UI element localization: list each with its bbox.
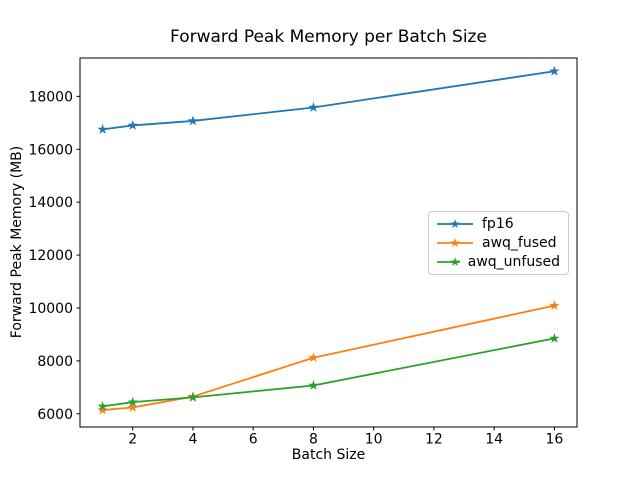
legend-label: awq_fused bbox=[482, 235, 557, 251]
marker-star-awq_unfused bbox=[127, 396, 138, 407]
marker-star-fp16 bbox=[97, 123, 108, 134]
y-tick-label: 10000 bbox=[28, 301, 73, 317]
marker-star-awq_fused bbox=[308, 352, 319, 363]
legend-line-star-swatch bbox=[437, 219, 473, 229]
y-tick-label: 14000 bbox=[28, 195, 73, 211]
legend-swatch-star bbox=[450, 256, 460, 266]
x-tick-label: 4 bbox=[188, 432, 197, 448]
axes-spines bbox=[79, 57, 578, 428]
x-tick-label: 14 bbox=[485, 432, 503, 448]
chart-title: Forward Peak Memory per Batch Size bbox=[170, 27, 487, 47]
legend-item-fp16: fp16 bbox=[436, 215, 560, 234]
x-tick-label: 8 bbox=[309, 432, 318, 448]
marker-star-awq_fused bbox=[97, 404, 108, 415]
legend-item-awq-fused: awq_fused bbox=[436, 234, 560, 253]
y-tick-label: 12000 bbox=[28, 248, 73, 264]
y-tick-label: 6000 bbox=[37, 407, 73, 423]
x-tick-label: 2 bbox=[128, 432, 137, 448]
x-tick-label: 6 bbox=[249, 432, 258, 448]
legend-swatch-star bbox=[450, 219, 460, 229]
legend-label: fp16 bbox=[482, 216, 514, 233]
marker-star-awq_unfused bbox=[308, 379, 319, 390]
plot-line-awq_fused bbox=[101, 304, 556, 411]
marker-star-awq_unfused bbox=[97, 400, 108, 411]
plot-line-fp16 bbox=[101, 70, 556, 131]
marker-star-fp16 bbox=[187, 115, 199, 126]
x-tick-label: 16 bbox=[545, 432, 563, 448]
legend-swatch-star bbox=[450, 238, 460, 248]
y-tick-label: 16000 bbox=[28, 142, 73, 158]
y-tick-label: 8000 bbox=[37, 354, 73, 370]
x-tick-label: 12 bbox=[425, 432, 443, 448]
marker-star-awq_fused bbox=[127, 401, 138, 412]
marker-star-fp16 bbox=[308, 101, 319, 112]
marker-star-awq_unfused bbox=[187, 391, 199, 402]
x-axis-label: Batch Size bbox=[291, 447, 366, 463]
legend-line-star-swatch bbox=[437, 238, 473, 248]
legend: fp16 awq_fused awq_unfused bbox=[428, 211, 569, 275]
marker-star-awq_unfused bbox=[549, 332, 560, 343]
plot-line-awq_unfused bbox=[101, 337, 556, 408]
legend-item-awq-unfused: awq_unfused bbox=[436, 252, 560, 271]
y-tick-label: 18000 bbox=[28, 89, 73, 105]
marker-star-fp16 bbox=[549, 65, 560, 76]
legend-line-star-swatch bbox=[437, 256, 460, 266]
marker-star-fp16 bbox=[127, 119, 138, 130]
legend-label: awq_unfused bbox=[467, 253, 560, 270]
x-tick-label: 10 bbox=[365, 432, 383, 448]
marker-star-awq_fused bbox=[549, 300, 560, 311]
